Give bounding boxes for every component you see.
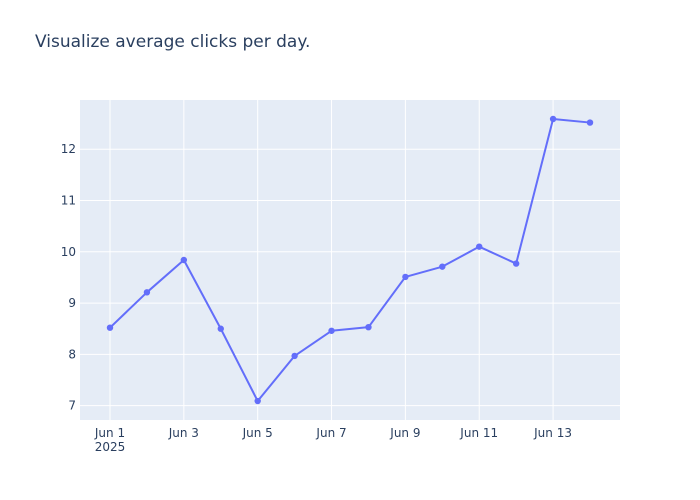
chart-title: Visualize average clicks per day.: [35, 32, 311, 52]
y-tick-label: 8: [68, 347, 76, 361]
y-tick-label: 11: [61, 194, 76, 208]
data-point: [586, 119, 594, 126]
data-point: [476, 243, 483, 250]
grid-lines: [80, 100, 620, 420]
y-tick-label: 12: [61, 142, 76, 156]
y-tick-label: 10: [61, 245, 76, 259]
x-tick-label: Jun 9: [389, 426, 420, 440]
x-tick-label: Jun 1: [94, 426, 125, 440]
data-point: [106, 324, 114, 331]
y-tick-label: 9: [68, 296, 76, 310]
data-point: [439, 263, 446, 270]
data-point: [365, 323, 372, 331]
x-tick-label: Jun 11: [459, 426, 498, 440]
data-point: [180, 256, 188, 264]
data-point: [328, 327, 335, 334]
plot-area: [80, 100, 620, 420]
series-line: [109, 117, 591, 403]
x-tick-sublabel: 2025: [95, 440, 126, 454]
y-tick-label: 7: [68, 399, 76, 413]
x-tick-label: Jun 3: [168, 426, 199, 440]
data-point: [254, 397, 261, 405]
x-tick-label: Jun 13: [533, 426, 572, 440]
data-point: [402, 273, 409, 281]
x-tick-label: Jun 5: [242, 426, 273, 440]
series-group: [106, 115, 594, 405]
x-tick-label: Jun 7: [315, 426, 346, 440]
data-point: [549, 115, 557, 123]
data-point: [143, 289, 151, 296]
data-point: [217, 325, 224, 332]
data-point: [291, 352, 298, 360]
data-point: [512, 260, 520, 267]
